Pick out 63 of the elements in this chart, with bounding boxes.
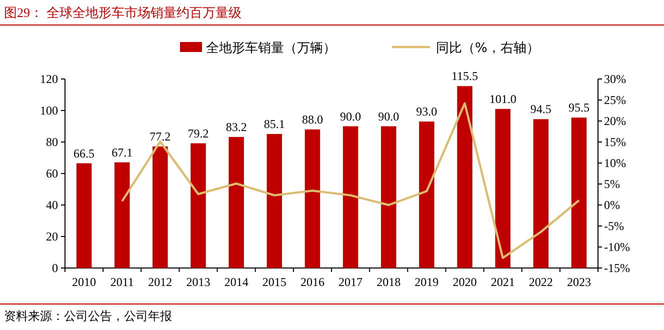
bar [380, 126, 396, 268]
data-label: 115.5 [451, 69, 478, 84]
data-label: 77.2 [150, 129, 171, 144]
x-tick-label: 2010 [72, 275, 96, 289]
y2-tick-label: 10% [604, 156, 626, 170]
bar [457, 86, 472, 268]
bar [495, 108, 510, 268]
bar [571, 118, 587, 268]
bar [342, 126, 358, 268]
data-label: 85.1 [264, 116, 285, 131]
bar [304, 129, 320, 268]
x-tick-label: 2013 [186, 275, 210, 289]
data-label: 83.2 [226, 120, 247, 134]
data-label: 94.5 [530, 102, 552, 116]
data-label: 101.0 [489, 92, 516, 106]
x-tick-label: 2021 [490, 275, 515, 289]
y-tick-label: 40 [46, 198, 58, 212]
x-tick-label: 2022 [528, 275, 553, 289]
y-tick-label: 100 [40, 104, 58, 118]
chart-title: 图29： 全球全地形车市场销量约百万量级 [4, 5, 242, 20]
x-tick-label: 2016 [300, 275, 324, 289]
y2-tick-label: 15% [604, 135, 626, 149]
bar [190, 143, 206, 268]
y-tick-label: 60 [46, 166, 58, 180]
legend-label: 全地形车销量（万辆） [206, 41, 336, 56]
y2-tick-label: 0% [604, 198, 620, 212]
bar [152, 146, 168, 268]
y-tick-label: 20 [46, 230, 58, 244]
y2-tick-label: -15% [604, 261, 630, 275]
text: 资料来源：公司公告，公司年报 [4, 309, 172, 323]
y2-tick-label: 20% [604, 114, 626, 128]
x-tick-label: 2018 [376, 275, 401, 289]
data-label: 90.0 [378, 109, 400, 124]
x-tick-label: 2023 [566, 275, 591, 289]
legend-label: 同比（%，右轴） [436, 41, 540, 56]
bar [419, 122, 434, 268]
data-label: 95.5 [568, 100, 590, 115]
y2-tick-label: 25% [604, 93, 626, 107]
data-label: 90.0 [340, 109, 362, 124]
y-tick-label: 120 [40, 72, 58, 86]
x-tick-label: 2015 [262, 275, 286, 289]
data-label: 79.2 [188, 126, 209, 140]
y2-tick-label: 30% [604, 72, 626, 86]
bar [76, 163, 92, 268]
y2-tick-label: -10% [604, 240, 630, 254]
bar [533, 119, 549, 268]
x-tick-label: 2012 [148, 275, 172, 289]
x-tick-label: 2011 [110, 275, 134, 289]
x-tick-label: 2020 [452, 275, 477, 289]
bar [266, 134, 282, 268]
y-tick-label: 80 [46, 135, 58, 149]
y2-tick-label: -5% [604, 219, 624, 233]
x-tick-label: 2017 [338, 275, 363, 289]
y-tick-label: 0 [52, 261, 58, 275]
data-label: 66.5 [74, 146, 95, 160]
x-tick-label: 2019 [414, 275, 439, 289]
x-tick-label: 2014 [224, 275, 248, 289]
data-label: 88.0 [302, 112, 323, 126]
data-label: 93.0 [416, 104, 438, 119]
bar [228, 136, 244, 268]
y2-tick-label: 5% [604, 177, 620, 191]
bar [114, 162, 130, 268]
data-label: 67.1 [112, 145, 133, 160]
